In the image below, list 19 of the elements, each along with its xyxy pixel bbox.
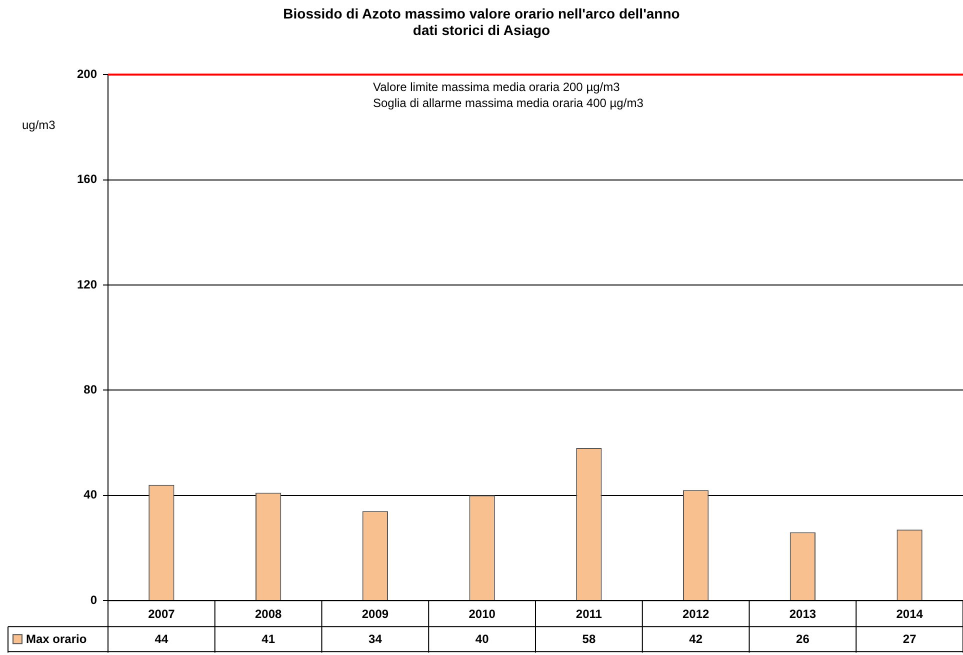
y-tick-label: 200	[76, 66, 98, 81]
x-tick-label: 2010	[468, 607, 496, 622]
y-tick-label: 40	[84, 488, 98, 502]
y-tick-label: 80	[84, 382, 98, 397]
x-tick-label: 2007	[148, 607, 176, 622]
x-tick-label: 2009	[362, 607, 389, 622]
x-tick-label: 2011	[576, 607, 602, 622]
x-tick-label: 2008	[254, 607, 282, 622]
chart-title: Biossido di Azoto massimo valore orario nell'arco dell'anno	[283, 5, 680, 22]
chart-subtitle: dati storici di Asiago	[412, 22, 550, 38]
y-tick-label: 120	[76, 277, 98, 292]
x-tick-label: 2013	[789, 607, 816, 622]
y-tick-label: 0	[90, 592, 98, 607]
y-axis-title: ug/m3	[22, 118, 56, 132]
annotation: Soglia di allarme massima media oraria 400 µg/m3	[373, 96, 644, 110]
y-tick-label: 160	[76, 172, 98, 186]
x-tick-label: 2012	[682, 607, 710, 622]
annotation: Valore limite massima media oraria 200 µg/m3	[373, 80, 620, 94]
x-tick-label: 2014	[896, 607, 924, 622]
